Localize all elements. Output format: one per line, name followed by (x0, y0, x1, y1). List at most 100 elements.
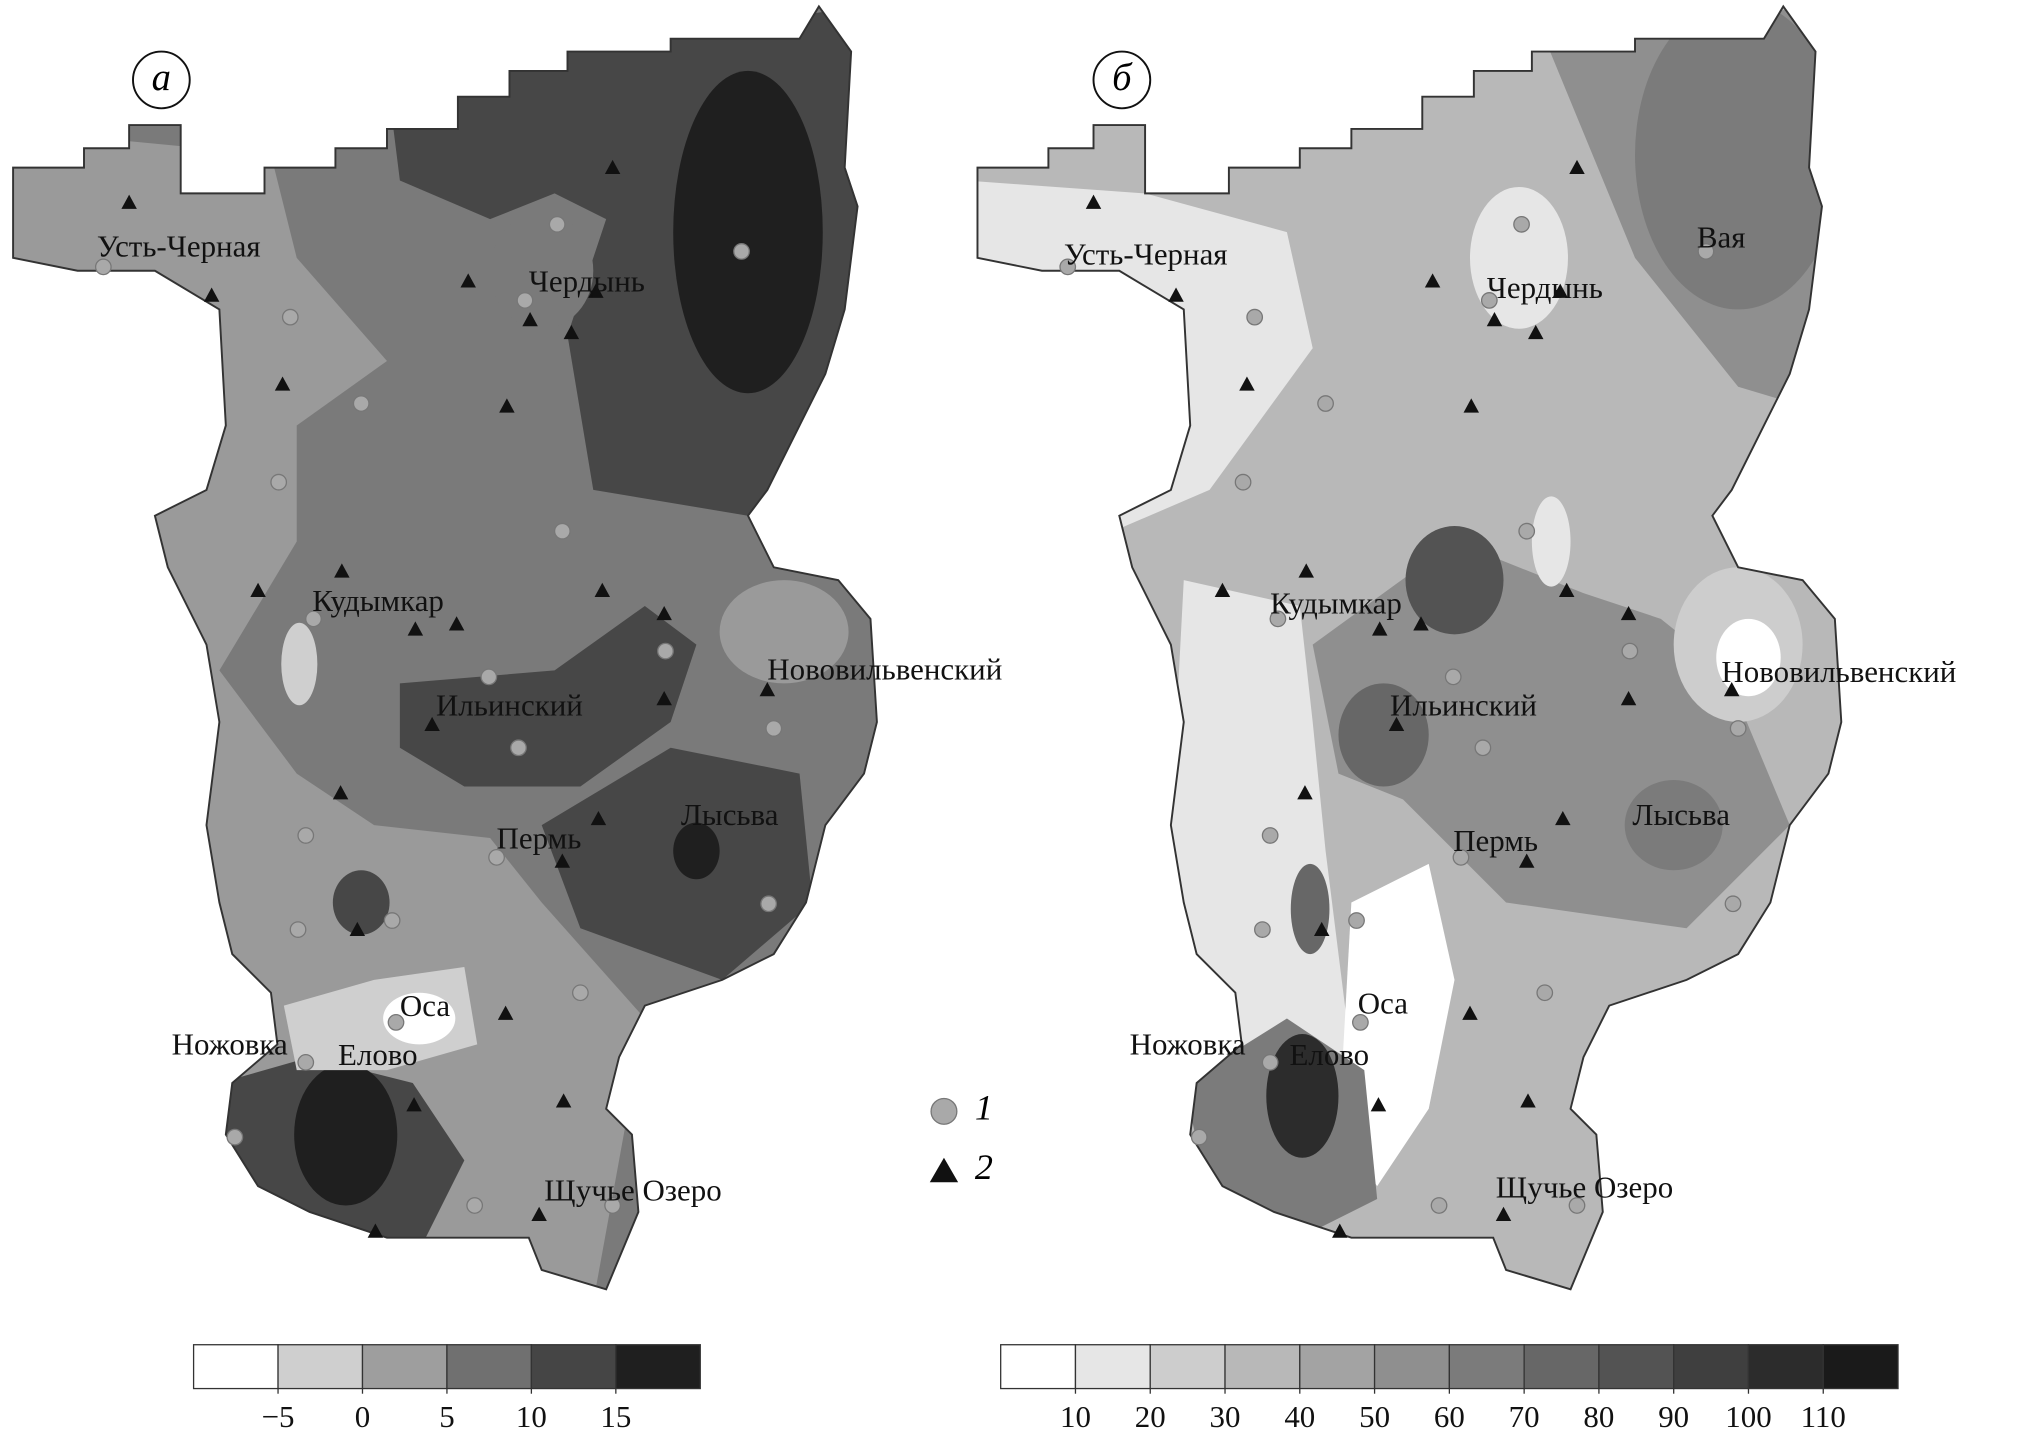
station-triangle (332, 785, 349, 800)
city-label: Нововильвенский (1721, 654, 1956, 689)
station-triangle (1528, 324, 1544, 340)
station-triangle (497, 1005, 514, 1020)
city-label: Усть-Черная (97, 229, 261, 264)
station-triangle (1413, 616, 1429, 631)
station-circle (1536, 984, 1554, 1002)
station-circle (297, 1053, 315, 1071)
station-triangle (1620, 691, 1637, 706)
station-triangle (759, 682, 776, 697)
station-triangle (656, 691, 672, 706)
station-circle (516, 292, 534, 309)
city-label: Усть-Черная (1064, 236, 1228, 271)
station-triangle (250, 582, 266, 597)
city-label: Оса (1358, 985, 1408, 1020)
city-label: Пермь (497, 820, 582, 855)
station-circle (548, 215, 566, 233)
station-triangle (1388, 716, 1405, 732)
station-triangle (1214, 582, 1231, 597)
station-circle (1246, 308, 1264, 326)
colorbar-tick-label: 10 (1060, 1399, 1091, 1434)
colorbar-box (192, 1344, 279, 1390)
city-label: Нововильвенский (767, 651, 1002, 686)
colorbar-tick-label: 70 (1509, 1399, 1540, 1434)
city-label: Кудымкар (312, 583, 444, 618)
station-circle (1724, 895, 1742, 913)
station-circle (1513, 215, 1530, 233)
colorbar-box (1373, 1344, 1451, 1390)
city-label: Лысьва (1632, 797, 1730, 832)
station-triangle (460, 273, 476, 288)
station-triangle (367, 1223, 384, 1238)
station-circle (571, 984, 589, 1002)
legend-triangle (929, 1157, 959, 1183)
station-triangle (604, 159, 621, 175)
station-circle (1444, 668, 1462, 686)
panel-label-circle (1092, 50, 1152, 110)
station-triangle (1298, 563, 1314, 578)
colorbar-box (1747, 1344, 1824, 1390)
station-circle (760, 895, 777, 913)
station-circle (1317, 395, 1334, 412)
city-label: Ильинский (1390, 688, 1537, 723)
station-circle (1621, 642, 1639, 660)
station-triangle (1620, 605, 1637, 621)
station-triangle (1424, 273, 1441, 288)
city-label: Кудымкар (1270, 586, 1402, 621)
map-panel-b (976, 5, 1843, 1291)
station-triangle (590, 810, 607, 826)
colorbar-box (1598, 1344, 1675, 1390)
city-label: Ножовка (172, 1027, 288, 1062)
station-triangle (554, 853, 571, 868)
station-triangle (499, 398, 515, 413)
station-circle (352, 395, 370, 412)
station-circle (1430, 1197, 1448, 1214)
station-triangle (563, 324, 580, 340)
colorbar-tick-label: 40 (1284, 1399, 1315, 1434)
station-triangle (349, 921, 366, 937)
station-triangle (1520, 1093, 1536, 1108)
station-circle (1254, 921, 1271, 938)
station-circle (1697, 243, 1715, 260)
station-circle (270, 473, 288, 491)
colorbar-tick-label: 20 (1135, 1399, 1166, 1434)
city-label: Пермь (1453, 823, 1538, 858)
legend-label: 2 (975, 1147, 993, 1187)
station-triangle (1168, 287, 1184, 302)
station-circle (387, 1014, 405, 1031)
colorbar-tick-label: 50 (1359, 1399, 1390, 1434)
colorbar-box (1299, 1344, 1376, 1390)
station-circle (1261, 827, 1279, 844)
city-label: Лысьва (681, 797, 779, 832)
colorbar-tick-label: 30 (1210, 1399, 1241, 1434)
city-label: Оса (400, 988, 450, 1023)
station-triangle (203, 287, 220, 302)
colorbar-tick-label: −5 (262, 1399, 295, 1434)
colorbar-tick-label: 15 (600, 1399, 631, 1434)
colorbar-box (277, 1344, 364, 1390)
station-triangle (1297, 785, 1313, 800)
legend-circle (930, 1097, 958, 1125)
station-triangle (522, 312, 538, 327)
station-circle (1518, 522, 1536, 540)
city-label: Чердынь (1487, 270, 1603, 305)
city-label: Вая (1697, 220, 1746, 255)
station-circle (1568, 1197, 1586, 1214)
station-circle (553, 522, 571, 540)
station-triangle (1552, 283, 1568, 298)
station-triangle (406, 1097, 422, 1112)
city-label: Елово (338, 1037, 418, 1072)
station-triangle (1518, 853, 1535, 868)
station-circle (510, 739, 527, 757)
station-triangle (274, 376, 291, 391)
station-triangle (594, 582, 611, 597)
station-triangle (531, 1206, 547, 1221)
colorbar-tick-label: 0 (355, 1399, 370, 1434)
colorbar-tick-label: 100 (1725, 1399, 1771, 1434)
station-circle (480, 668, 498, 686)
station-triangle (1462, 1005, 1478, 1020)
colorbar-tick-label: 60 (1434, 1399, 1465, 1434)
station-circle (657, 642, 674, 660)
panel-label: а (152, 57, 171, 99)
station-circle (604, 1197, 621, 1214)
